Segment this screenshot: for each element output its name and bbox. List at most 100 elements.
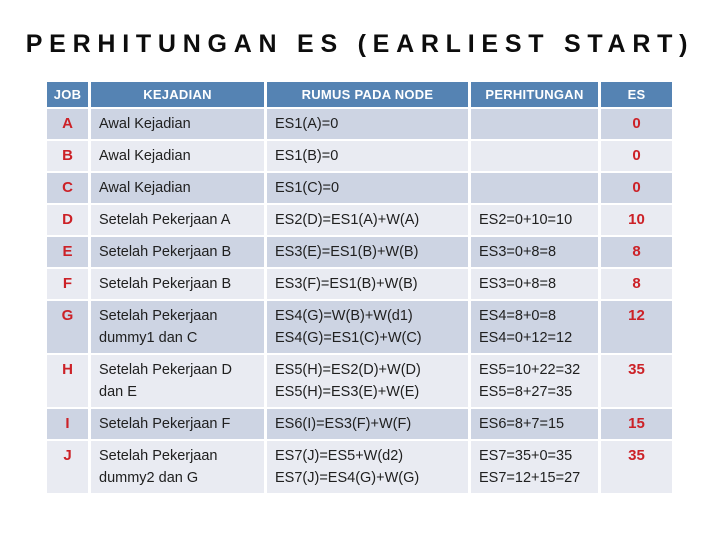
- cell-line: B: [62, 147, 73, 164]
- perhitungan-cell: [471, 109, 598, 139]
- table-row: H Setelah Pekerjaan D dan E ES5(H)=ES2(D)+W…: [47, 355, 672, 407]
- cell-line: A: [62, 115, 73, 132]
- cell-line: ES5=10+22=32: [479, 362, 581, 378]
- kejadian-cell: Awal Kejadian: [91, 109, 264, 139]
- kejadian-cell: Setelah Pekerjaan dummy2 dan G: [91, 441, 264, 493]
- cell-line: 0: [632, 115, 641, 132]
- rumus-cell: ES3(F)=ES1(B)+W(B): [267, 269, 468, 299]
- rumus-cell: ES5(H)=ES2(D)+W(D) ES5(H)=ES3(E)+W(E): [267, 355, 468, 407]
- kejadian-cell: Setelah Pekerjaan A: [91, 205, 264, 235]
- cell-line: ES3(F)=ES1(B)+W(B): [275, 276, 418, 292]
- es-cell: 35: [601, 441, 672, 493]
- column-header-job: JOB: [47, 82, 88, 107]
- cell-line: J: [63, 447, 72, 464]
- cell-line: ES5(H)=ES2(D)+W(D): [275, 362, 421, 378]
- kejadian-cell: Setelah Pekerjaan B: [91, 269, 264, 299]
- rumus-cell: ES3(E)=ES1(B)+W(B): [267, 237, 468, 267]
- perhitungan-cell: ES3=0+8=8: [471, 269, 598, 299]
- cell-line: Setelah Pekerjaan: [99, 448, 218, 464]
- cell-line: 0: [632, 147, 641, 164]
- cell-line: Setelah Pekerjaan: [99, 308, 218, 324]
- table-row: C Awal Kejadian ES1(C)=0 0: [47, 173, 672, 203]
- es-cell: 8: [601, 269, 672, 299]
- es-cell: 35: [601, 355, 672, 407]
- rumus-cell: ES2(D)=ES1(A)+W(A): [267, 205, 468, 235]
- es-cell: 8: [601, 237, 672, 267]
- column-header-es: ES: [601, 82, 672, 107]
- cell-line: E: [62, 243, 73, 260]
- rumus-cell: ES7(J)=ES5+W(d2) ES7(J)=ES4(G)+W(G): [267, 441, 468, 493]
- cell-line: dummy2 dan G: [99, 470, 199, 486]
- cell-line: ES1(A)=0: [275, 116, 339, 132]
- cell-line: 0: [632, 179, 641, 196]
- cell-line: C: [62, 179, 73, 196]
- cell-line: 35: [628, 447, 645, 464]
- es-cell: 0: [601, 141, 672, 171]
- es-cell: 0: [601, 173, 672, 203]
- table-row: F Setelah Pekerjaan B ES3(F)=ES1(B)+W(B) ES…: [47, 269, 672, 299]
- cell-line: Awal Kejadian: [99, 180, 191, 196]
- cell-line: ES5(H)=ES3(E)+W(E): [275, 384, 420, 400]
- kejadian-cell: Setelah Pekerjaan dummy1 dan C: [91, 301, 264, 353]
- cell-line: ES6=8+7=15: [479, 416, 565, 432]
- cell-line: ES2(D)=ES1(A)+W(A): [275, 212, 420, 228]
- rumus-cell: ES1(B)=0: [267, 141, 468, 171]
- cell-line: Setelah Pekerjaan F: [99, 416, 231, 432]
- cell-line: ES6(I)=ES3(F)+W(F): [275, 416, 412, 432]
- column-header-kejadian: KEJADIAN: [91, 82, 264, 107]
- cell-line: 12: [628, 307, 645, 324]
- kejadian-cell: Setelah Pekerjaan B: [91, 237, 264, 267]
- table-row: I Setelah Pekerjaan F ES6(I)=ES3(F)+W(F) ES…: [47, 409, 672, 439]
- cell-line: G: [61, 307, 74, 324]
- rumus-cell: ES1(C)=0: [267, 173, 468, 203]
- es-cell: 0: [601, 109, 672, 139]
- cell-line: Setelah Pekerjaan B: [99, 244, 232, 260]
- job-cell: E: [47, 237, 88, 267]
- cell-line: 8: [632, 275, 641, 292]
- cell-line: 10: [628, 211, 645, 228]
- rumus-cell: ES1(A)=0: [267, 109, 468, 139]
- perhitungan-cell: ES6=8+7=15: [471, 409, 598, 439]
- cell-line: dan E: [99, 384, 137, 400]
- rumus-cell: ES6(I)=ES3(F)+W(F): [267, 409, 468, 439]
- page-title: PERHITUNGAN ES (EARLIEST START): [25, 30, 695, 58]
- job-cell: F: [47, 269, 88, 299]
- cell-line: dummy1 dan C: [99, 330, 198, 346]
- job-cell: A: [47, 109, 88, 139]
- cell-line: ES4=8+0=8: [479, 308, 557, 324]
- table-row: J Setelah Pekerjaan dummy2 dan G ES7(J)=ES5…: [47, 441, 672, 493]
- perhitungan-cell: ES3=0+8=8: [471, 237, 598, 267]
- job-cell: C: [47, 173, 88, 203]
- column-header-perhitungan: PERHITUNGAN: [471, 82, 598, 107]
- job-cell: J: [47, 441, 88, 493]
- perhitungan-cell: ES4=8+0=8 ES4=0+12=12: [471, 301, 598, 353]
- job-cell: I: [47, 409, 88, 439]
- cell-line: Setelah Pekerjaan A: [99, 212, 231, 228]
- cell-line: Awal Kejadian: [99, 148, 191, 164]
- kejadian-cell: Awal Kejadian: [91, 173, 264, 203]
- cell-line: ES3=0+8=8: [479, 276, 557, 292]
- cell-line: ES1(B)=0: [275, 148, 339, 164]
- perhitungan-cell: ES2=0+10=10: [471, 205, 598, 235]
- table-body: A Awal Kejadian ES1(A)=0 0 B Awal Kejadian ES1…: [47, 109, 672, 493]
- cell-line: ES1(C)=0: [275, 180, 340, 196]
- cell-line: ES4=0+12=12: [479, 330, 573, 346]
- cell-line: D: [62, 211, 73, 228]
- cell-line: F: [62, 275, 73, 292]
- cell-line: ES7(J)=ES4(G)+W(G): [275, 470, 420, 486]
- perhitungan-cell: ES7=35+0=35 ES7=12+15=27: [471, 441, 598, 493]
- job-cell: G: [47, 301, 88, 353]
- cell-line: ES7=35+0=35: [479, 448, 573, 464]
- cell-line: ES2=0+10=10: [479, 212, 573, 228]
- cell-line: ES4(G)=ES1(C)+W(C): [275, 330, 422, 346]
- cell-line: ES3=0+8=8: [479, 244, 557, 260]
- cell-line: Setelah Pekerjaan B: [99, 276, 232, 292]
- cell-line: ES7=12+15=27: [479, 470, 581, 486]
- kejadian-cell: Setelah Pekerjaan F: [91, 409, 264, 439]
- table-row: B Awal Kejadian ES1(B)=0 0: [47, 141, 672, 171]
- cell-line: H: [62, 361, 73, 378]
- cell-line: 15: [628, 415, 645, 432]
- perhitungan-cell: [471, 173, 598, 203]
- table-row: D Setelah Pekerjaan A ES2(D)=ES1(A)+W(A) ES…: [47, 205, 672, 235]
